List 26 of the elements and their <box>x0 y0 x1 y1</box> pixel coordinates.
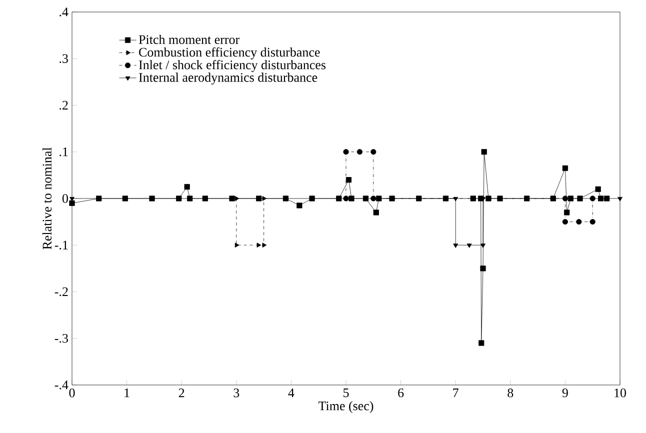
y-tick-label: 0 <box>62 194 68 203</box>
y-tick-label: -.1 <box>54 240 68 250</box>
y-tick-label: -.4 <box>54 380 68 390</box>
x-tick-label: 1 <box>124 388 130 398</box>
x-tick-label: 9 <box>562 388 568 398</box>
x-tick-label: 0 <box>69 388 75 398</box>
legend-label: Internal aerodynamics disturbance <box>138 72 318 84</box>
y-axis-title: Relative to nominal <box>42 147 52 250</box>
legend-label: Pitch moment error <box>138 34 240 44</box>
x-tick-label: 3 <box>234 388 240 398</box>
y-tick-label: -.2 <box>54 287 68 296</box>
y-tick-label: .1 <box>60 147 68 156</box>
y-tick-label: -.3 <box>54 334 68 343</box>
x-tick-label: 5 <box>344 388 349 398</box>
x-tick-label: 7 <box>453 388 458 398</box>
x-tick-label: 8 <box>508 388 514 398</box>
x-tick-label: 10 <box>614 388 626 398</box>
x-tick-label: 6 <box>398 388 404 398</box>
y-tick-label: .4 <box>60 8 68 16</box>
x-tick-label: 2 <box>178 388 184 398</box>
y-tick-label: .3 <box>60 54 68 64</box>
legend-label: Inlet / shock efficiency disturbances <box>138 60 326 72</box>
y-tick-label: .2 <box>60 100 68 110</box>
x-axis-title: Time (sec) <box>318 401 374 413</box>
x-tick-label: 4 <box>288 388 294 398</box>
legend-label: Combustion efficiency disturbance <box>139 47 320 60</box>
